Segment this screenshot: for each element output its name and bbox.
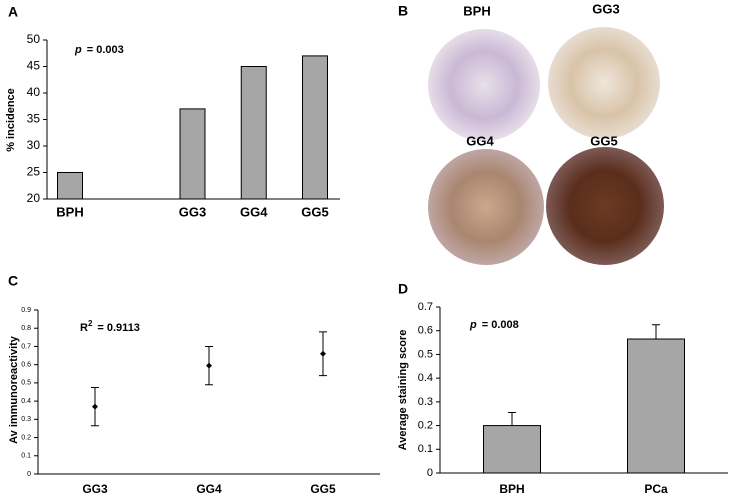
chart-panel: C Av immunoreactivity 0 0.1 0.2 0.3 0.4 0.5 0.6 0… [8, 273, 380, 496]
y-tick-label: 0.3 [21, 416, 31, 423]
x-tick-label: BPH [56, 204, 83, 219]
x-tick-label: GG4 [240, 204, 268, 219]
annotation-text: = 0.9113 [97, 322, 140, 334]
image-label: GG5 [590, 133, 617, 148]
bar [179, 108, 206, 200]
y-tick-label: 0.6 [418, 325, 433, 337]
y-tick-label: 35 [27, 112, 41, 126]
bar [627, 338, 685, 474]
chart-panel: D Average staining score 0 0.1 0.2 0.3 0.4 0.5 0… [397, 281, 728, 496]
x-tick-label: BPH [499, 482, 524, 496]
y-tick-label: 45 [27, 59, 41, 73]
y-tick-label: 0.7 [21, 343, 31, 350]
tissue-image [548, 27, 660, 139]
error-bar [508, 412, 516, 426]
y-tick-label: 50 [27, 32, 41, 46]
y-tick-label: 0.3 [418, 396, 433, 408]
x-tick-label: PCa [644, 482, 668, 496]
annotation: R2 = 0.9113 [80, 319, 140, 334]
x-tick-label: GG3 [82, 482, 108, 496]
y-tick-label: 40 [27, 85, 41, 99]
panel-label: A [8, 4, 18, 20]
data-point [92, 403, 98, 410]
annotation-text: = 0.003 [87, 44, 124, 56]
y-tick-label: 0.1 [418, 443, 433, 455]
error-bar [652, 324, 660, 340]
image-label: GG4 [466, 133, 494, 148]
y-tick-label: 0.2 [21, 434, 31, 441]
panel-label: C [8, 273, 18, 289]
y-axis-title: % incidence [5, 88, 17, 152]
y-axis-title: Av immunoreactivity [8, 335, 20, 444]
x-tick-label: GG5 [301, 204, 328, 219]
y-axis-title: Average staining score [397, 330, 409, 451]
y-tick-label: 0.2 [418, 419, 433, 431]
panel-label: D [398, 281, 408, 297]
y-tick-label: 0 [27, 471, 31, 478]
data-point [206, 362, 212, 369]
annotation-symbol: p [74, 44, 82, 56]
y-tick-label: 0.8 [21, 325, 31, 332]
x-tick-label: GG4 [196, 482, 222, 496]
bar [240, 66, 267, 200]
y-tick-label: 0.5 [418, 348, 433, 360]
image-label: GG3 [592, 1, 619, 16]
x-tick-label: GG3 [179, 204, 206, 219]
bar [483, 425, 541, 474]
y-tick-label: 0.7 [418, 301, 433, 313]
bar [57, 172, 83, 200]
annotation-text: = 0.008 [482, 319, 519, 331]
y-tick-label: 0.6 [21, 362, 31, 369]
tissue-image [546, 147, 664, 265]
image-label: BPH [463, 3, 490, 18]
annotation: p = 0.008 [469, 319, 519, 331]
chart-panel: A % incidence 20 25 30 35 40 45 50 p = 0.003 BPH GG3… [5, 4, 340, 219]
y-tick-label: 30 [27, 138, 41, 152]
y-tick-label: 0.4 [418, 372, 433, 384]
y-tick-label: 20 [27, 191, 41, 205]
bar [302, 55, 328, 200]
tissue-image [428, 149, 544, 265]
y-tick-label: 0 [427, 467, 433, 479]
y-tick-label: 0.9 [21, 307, 31, 314]
annotation-symbol: R [80, 322, 88, 334]
annotation-symbol: p [469, 319, 477, 331]
panel-b: B BPH GG3 GG4 GG5 [398, 1, 664, 265]
annotation: p = 0.003 [74, 44, 124, 56]
y-tick-label: 0.1 [21, 453, 31, 460]
y-tick-label: 0.5 [21, 380, 31, 387]
data-point [320, 350, 326, 357]
panel-label: B [398, 3, 408, 19]
y-tick-label: 0.4 [21, 398, 31, 405]
y-tick-label: 25 [27, 165, 41, 179]
x-tick-label: GG5 [310, 482, 336, 496]
tissue-image [428, 29, 540, 141]
annotation-superscript: 2 [88, 319, 93, 328]
